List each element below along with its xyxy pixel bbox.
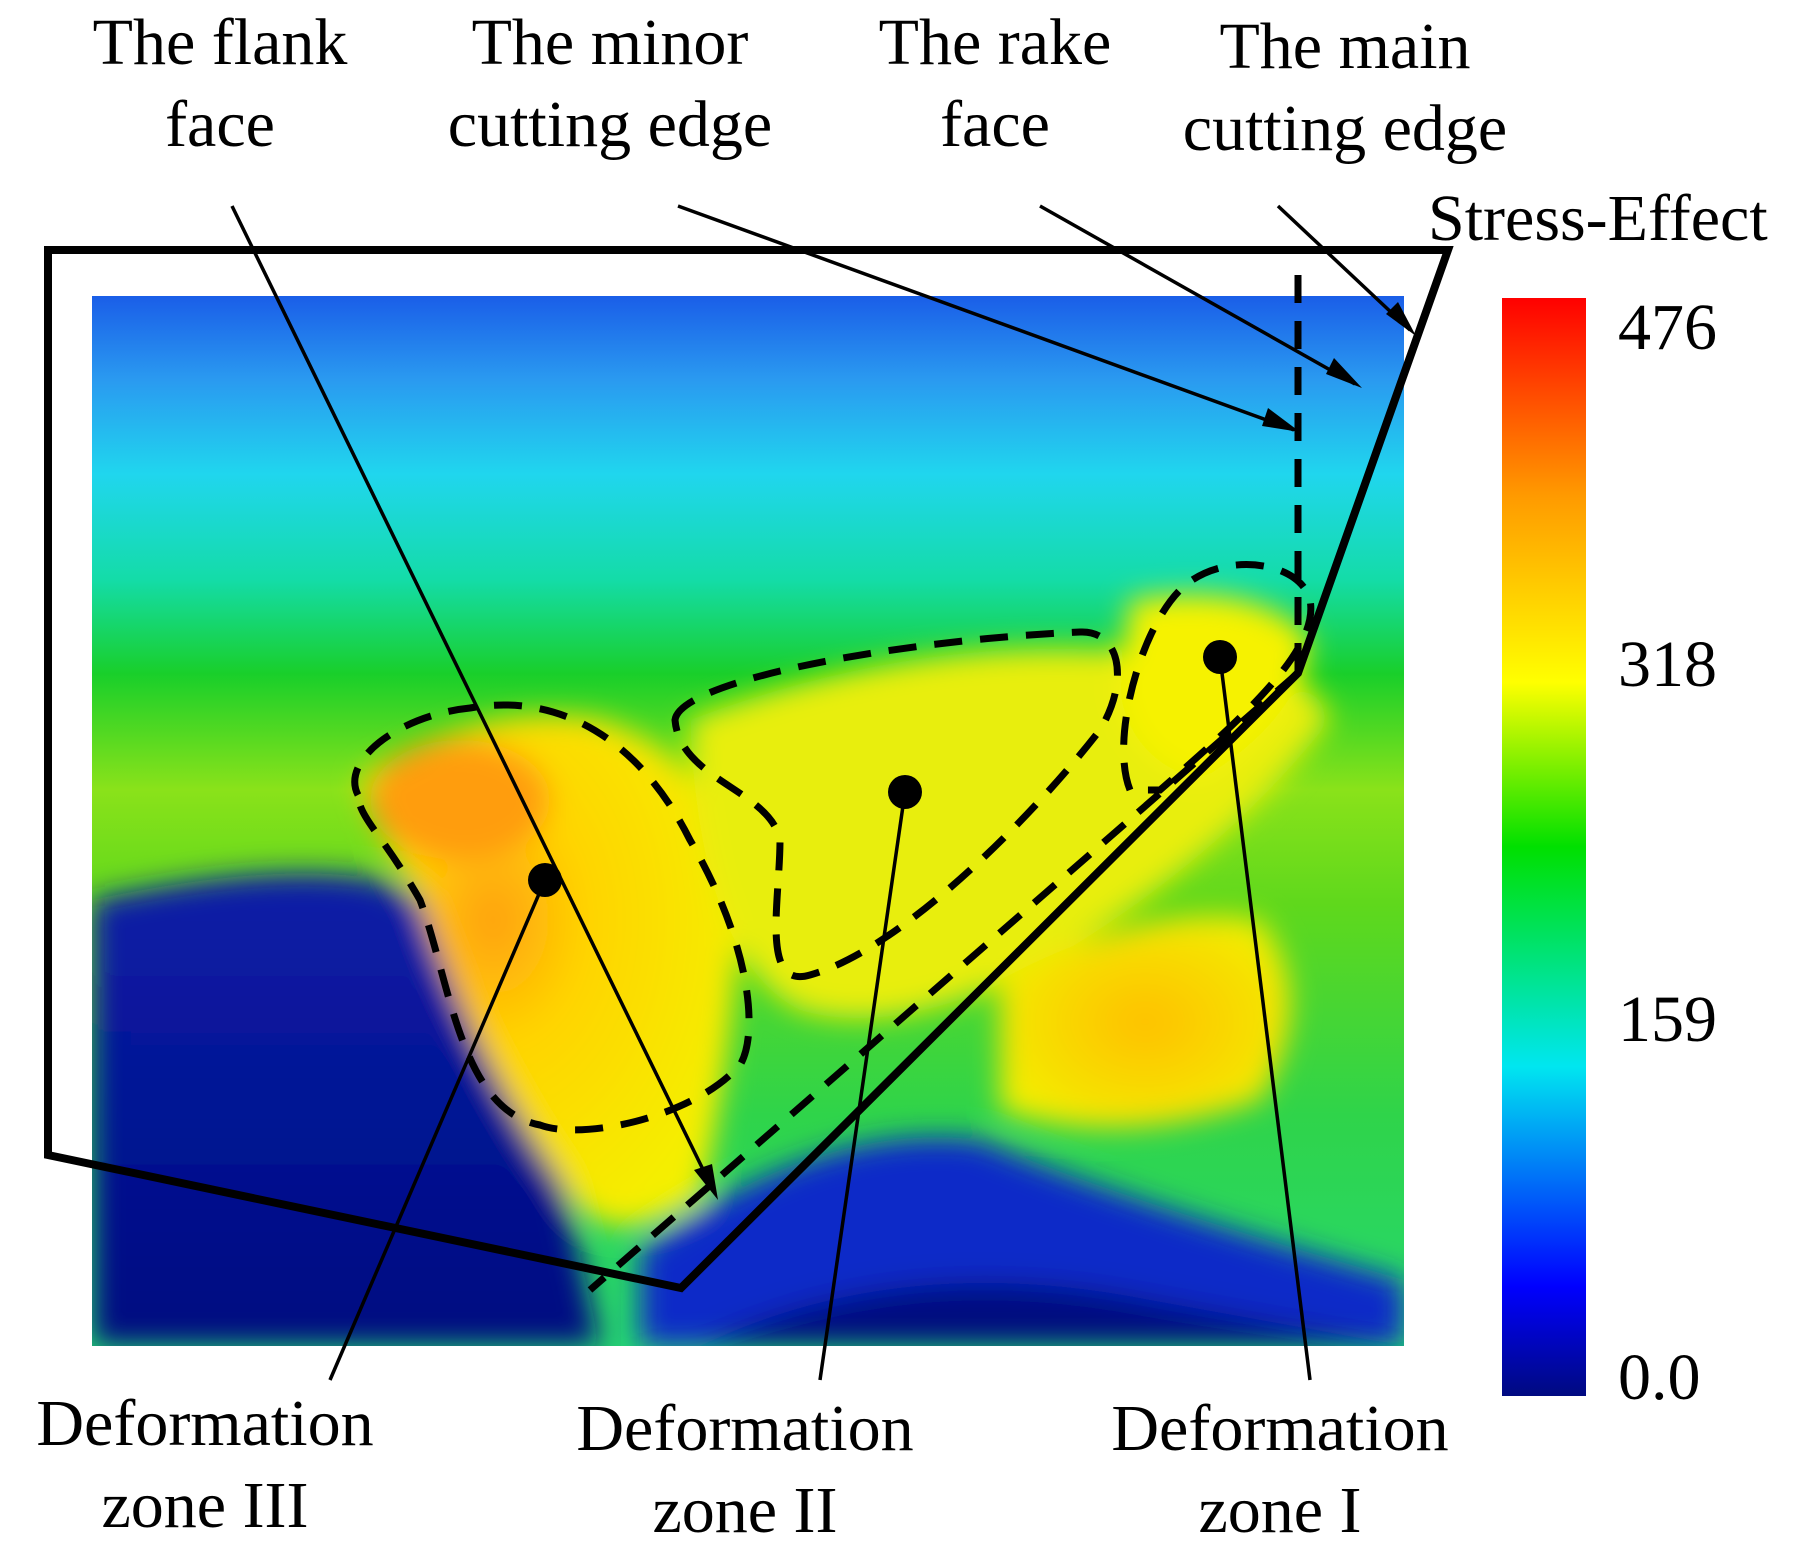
- label-zone-2: Deformation zone II: [540, 1388, 950, 1552]
- minor-edge-arrowhead: [1262, 408, 1300, 432]
- label-zone-3-line2: zone III: [101, 1469, 309, 1542]
- label-zone-2-line1: Deformation: [576, 1392, 914, 1465]
- label-main-edge-line2: cutting edge: [1182, 92, 1508, 165]
- zone-1-marker: [1203, 640, 1237, 674]
- flank-face-arrowhead: [694, 1164, 718, 1200]
- label-zone-1-line1: Deformation: [1111, 1392, 1449, 1465]
- tool-outline: [44, 246, 1454, 1293]
- label-rake-face-line2: face: [940, 88, 1050, 161]
- label-zone-1: Deformation zone I: [1075, 1388, 1485, 1552]
- label-zone-1-line2: zone I: [1198, 1474, 1362, 1547]
- label-rake-face-line1: The rake: [878, 6, 1112, 79]
- colorbar-title: Stress-Effect: [1428, 182, 1768, 255]
- rake-face-leader: [1039, 204, 1356, 386]
- label-main-edge-line1: The main: [1219, 10, 1471, 83]
- label-zone-2-line2: zone II: [652, 1474, 838, 1547]
- colorbar: [1502, 298, 1586, 1396]
- label-flank-face-line1: The flank: [92, 6, 348, 79]
- label-minor-edge-line2: cutting edge: [447, 88, 773, 161]
- leader-lines: [230, 204, 1412, 1381]
- flank-face-leader: [230, 205, 716, 1193]
- main-edge-arrowhead: [1386, 302, 1416, 336]
- minor-edge-leader: [677, 204, 1295, 432]
- colorbar-tick-159: 159: [1618, 983, 1717, 1056]
- colorbar-tick-min: 0.0: [1618, 1341, 1701, 1414]
- label-zone-3-line1: Deformation: [36, 1387, 374, 1460]
- label-flank-face: The flank face: [60, 2, 380, 166]
- zone-2-leader: [818, 791, 907, 1381]
- zone-1-outline: [1120, 561, 1315, 794]
- label-minor-cutting-edge: The minor cutting edge: [420, 2, 800, 166]
- label-rake-face: The rake face: [840, 2, 1150, 166]
- arrow-heads: [694, 302, 1416, 1200]
- zone-2-marker: [888, 775, 922, 809]
- label-minor-edge-line1: The minor: [471, 6, 749, 79]
- stress-field: [92, 296, 1404, 1346]
- zone-3-marker: [528, 863, 562, 897]
- label-zone-3: Deformation zone III: [0, 1383, 410, 1547]
- zone-2-outline: [671, 628, 1121, 981]
- label-main-cutting-edge: The main cutting edge: [1160, 6, 1530, 170]
- main-edge-leader: [1276, 204, 1412, 332]
- colorbar-tick-318: 318: [1618, 628, 1717, 701]
- zone-1-leader: [1218, 656, 1312, 1381]
- zone-3-outline: [351, 701, 753, 1134]
- label-flank-face-line2: face: [165, 88, 275, 161]
- zone-3-leader: [328, 879, 547, 1381]
- rake-face-arrowhead: [1326, 358, 1362, 388]
- colorbar-tick-max: 476: [1618, 291, 1717, 364]
